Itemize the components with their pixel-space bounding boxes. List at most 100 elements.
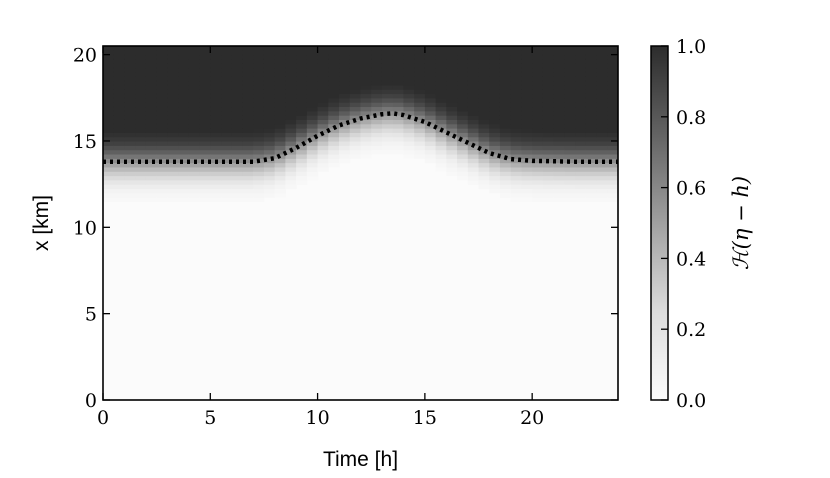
- heatmap-cell: [392, 50, 405, 56]
- heatmap-cell: [414, 76, 426, 82]
- heatmap-cell: [457, 149, 469, 155]
- heatmap-cell: [467, 106, 480, 112]
- heatmap-cell: [532, 158, 544, 164]
- heatmap-cell: [575, 89, 587, 95]
- heatmap-cell: [167, 166, 179, 172]
- colorbar-tick-label: 0.4: [676, 248, 706, 270]
- heatmap-cell: [564, 140, 576, 146]
- heatmap-cell: [145, 110, 158, 116]
- heatmap-cell: [103, 119, 115, 125]
- heatmap-cell: [403, 110, 415, 116]
- heatmap-cell: [575, 153, 587, 159]
- heatmap-cell: [231, 162, 244, 168]
- heatmap-cell: [457, 46, 469, 51]
- heatmap-cell: [188, 115, 201, 120]
- heatmap-cell: [403, 128, 415, 133]
- heatmap-cell: [145, 58, 158, 64]
- heatmap-cell: [156, 166, 168, 172]
- heatmap-cell: [371, 93, 383, 99]
- heatmap-cell: [467, 54, 480, 60]
- heatmap-cell: [510, 93, 523, 99]
- heatmap-cell: [478, 54, 490, 60]
- heatmap-cell: [188, 145, 201, 151]
- heatmap-cell: [564, 67, 576, 73]
- heatmap-cell: [263, 80, 276, 86]
- heatmap-cell: [317, 67, 329, 73]
- heatmap-cell: [221, 140, 233, 146]
- heatmap-cell: [521, 115, 533, 120]
- heatmap-cell: [435, 110, 447, 116]
- heatmap-cell: [446, 123, 458, 129]
- heatmap-cell: [596, 149, 608, 155]
- heatmap-cell: [145, 149, 158, 155]
- heatmap-cell: [467, 80, 480, 86]
- heatmap-cell: [371, 80, 383, 86]
- heatmap-cell: [178, 197, 190, 203]
- heatmap-cell: [478, 110, 490, 116]
- heatmap-cell: [478, 145, 490, 151]
- heatmap-cell: [381, 128, 394, 133]
- heatmap-cell: [392, 84, 405, 90]
- heatmap-cell: [424, 128, 437, 133]
- heatmap-cell: [113, 171, 126, 177]
- heatmap-cell: [564, 93, 576, 99]
- heatmap-cell: [510, 80, 523, 86]
- heatmap-cell: [306, 67, 319, 73]
- heatmap-cell: [317, 145, 329, 151]
- heatmap-cell: [435, 89, 447, 95]
- heatmap-cell: [510, 162, 523, 168]
- heatmap-cell: [253, 50, 265, 56]
- heatmap-cell: [285, 158, 297, 164]
- heatmap-cell: [199, 136, 211, 142]
- heatmap-cell: [360, 97, 372, 103]
- heatmap-cell: [435, 119, 447, 125]
- heatmap-cell: [553, 123, 565, 129]
- heatmap-cell: [103, 145, 115, 151]
- heatmap-cell: [328, 153, 340, 159]
- heatmap-cell: [167, 50, 179, 56]
- heatmap-cell: [381, 58, 394, 64]
- heatmap-cell: [188, 67, 201, 73]
- heatmap-cell: [199, 171, 211, 177]
- heatmap-cell: [274, 102, 286, 108]
- heatmap-cell: [585, 188, 598, 194]
- heatmap-cell: [145, 136, 158, 142]
- heatmap-cell: [585, 110, 598, 116]
- heatmap-cell: [403, 102, 415, 108]
- heatmap-cell: [585, 89, 598, 95]
- heatmap-cell: [489, 67, 501, 73]
- heatmap-cell: [242, 140, 254, 146]
- heatmap-cell: [596, 115, 608, 120]
- heatmap-cell: [435, 158, 447, 164]
- heatmap-cell: [221, 149, 233, 155]
- heatmap-cell: [585, 119, 598, 125]
- heatmap-cell: [263, 128, 276, 133]
- heatmap-cell: [532, 97, 544, 103]
- heatmap-cell: [392, 58, 405, 64]
- heatmap-cell: [231, 97, 244, 103]
- heatmap-cell: [478, 58, 490, 64]
- heatmap-cell: [296, 89, 308, 95]
- heatmap-cell: [510, 132, 523, 138]
- heatmap-cell: [414, 50, 426, 56]
- heatmap-cell: [607, 106, 618, 112]
- heatmap-cell: [381, 115, 394, 120]
- heatmap-cell: [457, 115, 469, 120]
- heatmap-cell: [521, 132, 533, 138]
- heatmap-cell: [210, 171, 222, 177]
- heatmap-cell: [467, 136, 480, 142]
- heatmap-cell: [167, 162, 179, 168]
- heatmap-cell: [607, 80, 618, 86]
- heatmap-cell: [553, 149, 565, 155]
- heatmap-cell: [253, 67, 265, 73]
- heatmap-cell: [553, 50, 565, 56]
- heatmap-cell: [575, 106, 587, 112]
- heatmap-cell: [135, 110, 147, 116]
- heatmap-cell: [188, 80, 201, 86]
- heatmap-cell: [553, 171, 565, 177]
- heatmap-cell: [285, 184, 297, 190]
- heatmap-cell: [499, 149, 512, 155]
- heatmap-cell: [167, 97, 179, 103]
- heatmap-cell: [424, 110, 437, 116]
- heatmap-cell: [253, 93, 265, 99]
